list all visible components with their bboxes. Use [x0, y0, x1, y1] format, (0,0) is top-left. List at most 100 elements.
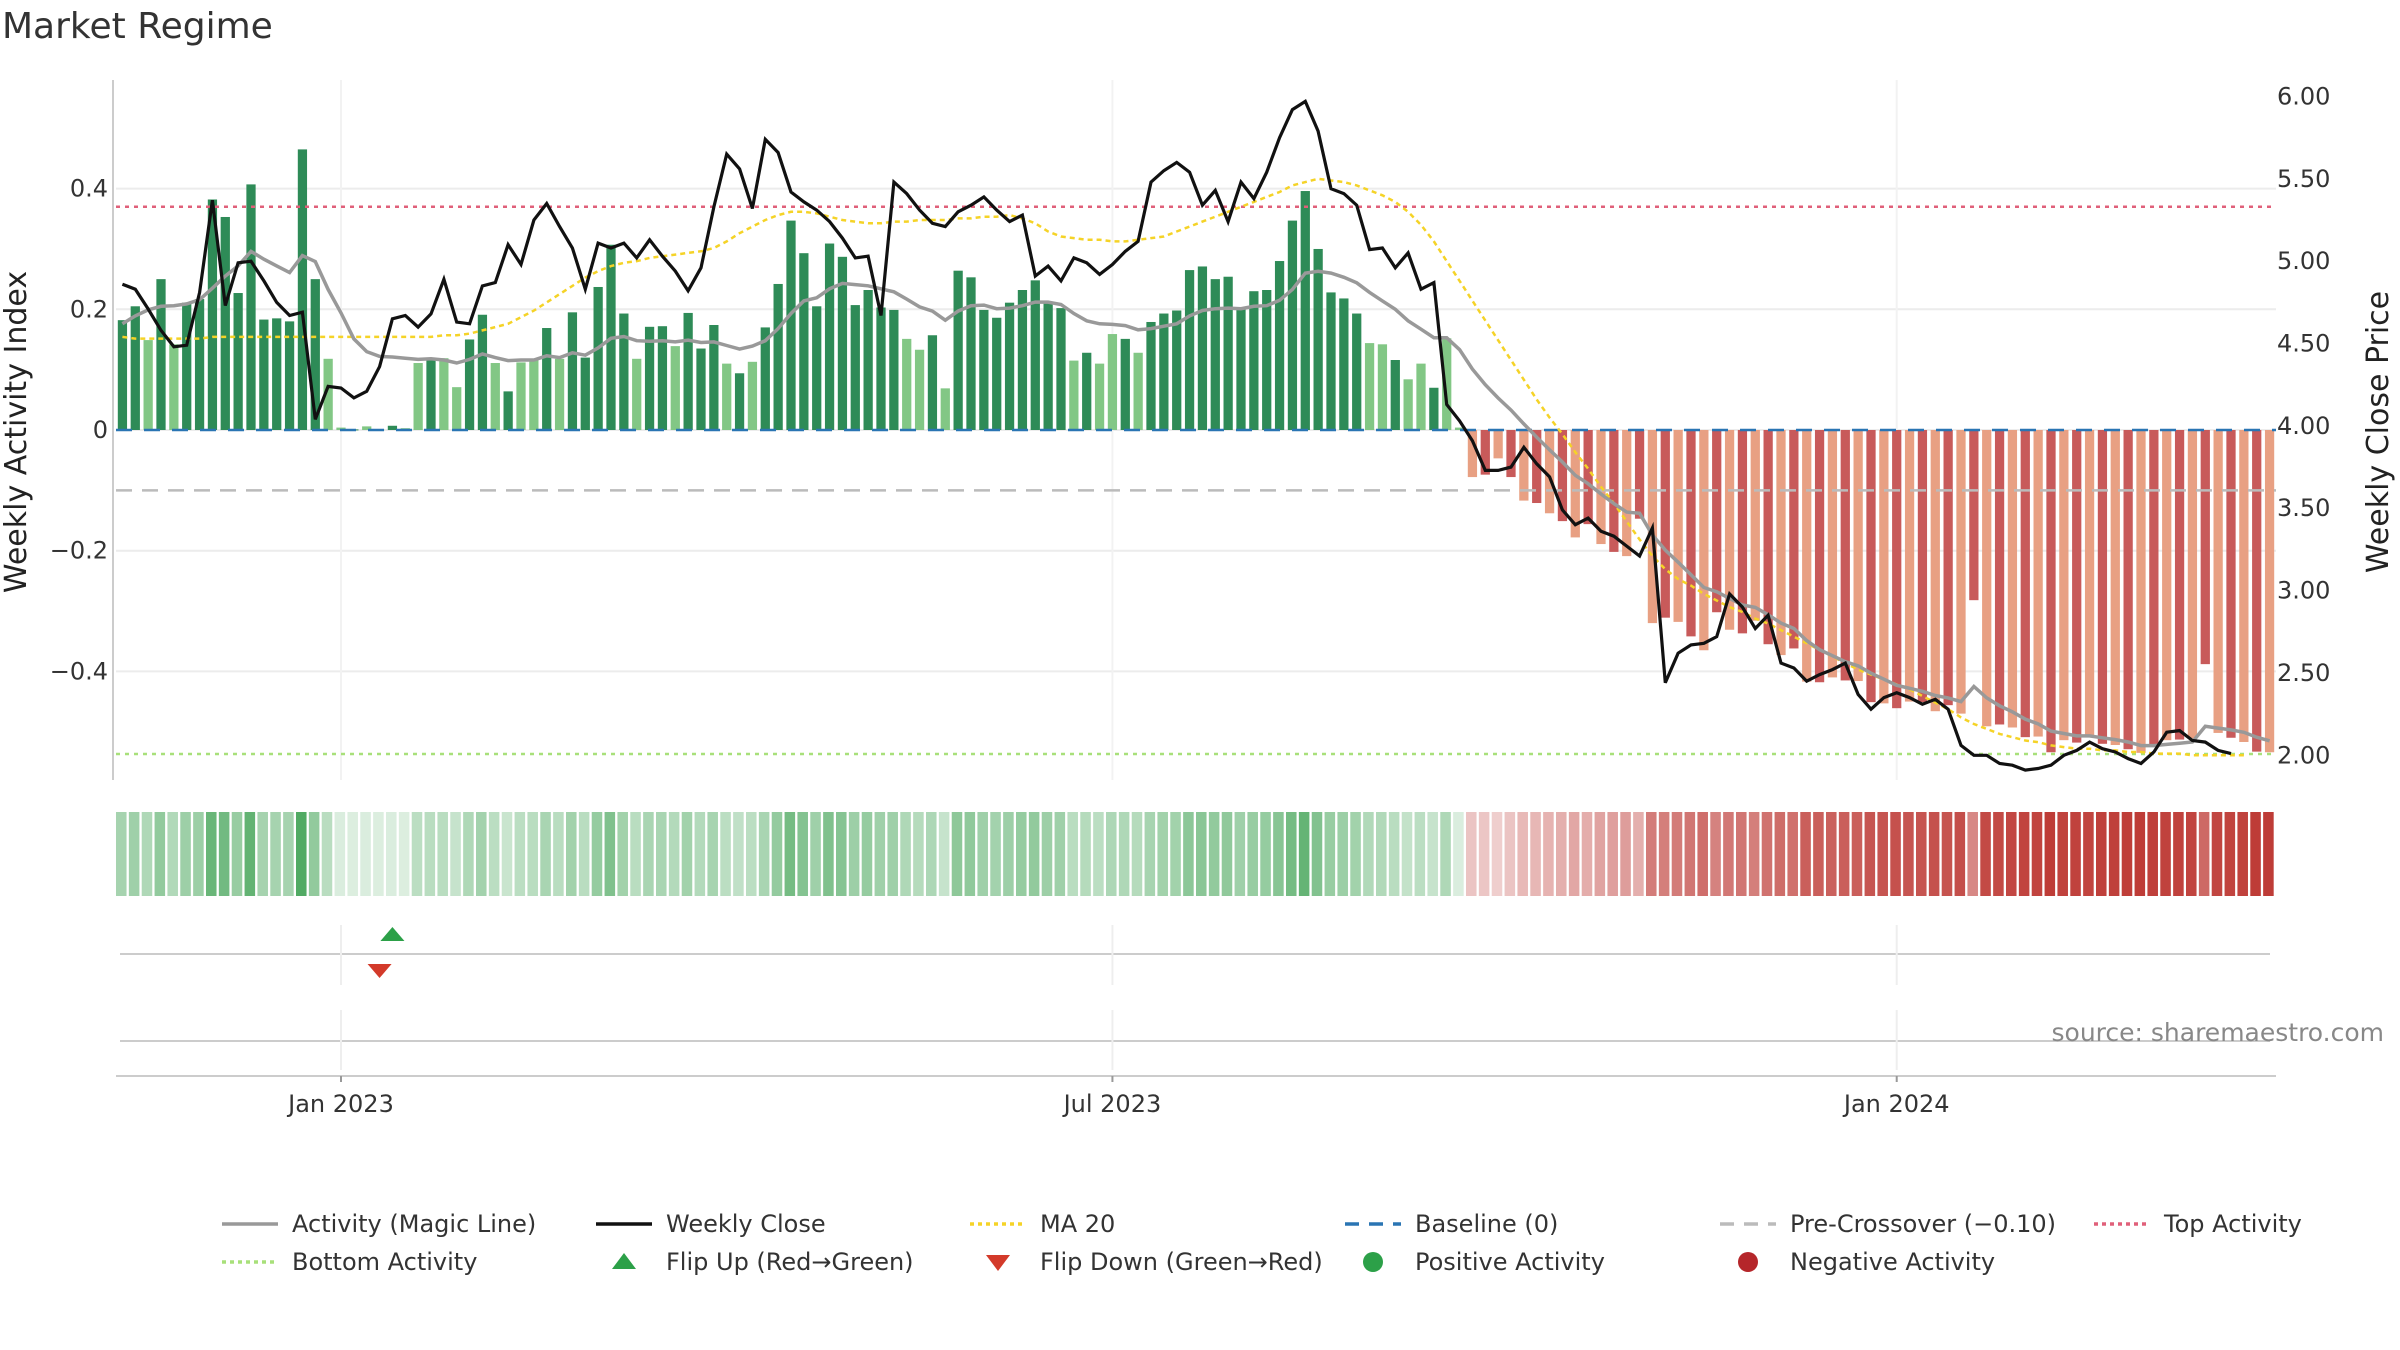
legend-item: Positive Activity [1363, 1248, 1605, 1276]
regime-cell [1697, 812, 1708, 896]
activity-bar [1622, 430, 1632, 557]
activity-bar [837, 256, 848, 430]
activity-bar [233, 293, 243, 430]
regime-cell [926, 812, 937, 896]
activity-bar [953, 270, 963, 430]
legend-label: Pre-Crossover (−0.10) [1790, 1210, 2056, 1238]
y-left-tick-label: −0.2 [50, 537, 108, 565]
regime-cell [180, 812, 191, 896]
activity-bar [1994, 430, 2005, 725]
regime-cell [1453, 812, 1464, 896]
regime-cell [1003, 812, 1014, 896]
series-lines [121, 99, 2271, 772]
y-right-tick-label: 5.00 [2277, 247, 2330, 275]
regime-cell [270, 812, 281, 896]
activity-bar [940, 388, 950, 430]
legend-item: Pre-Crossover (−0.10) [1720, 1210, 2056, 1238]
regime-cell [321, 812, 333, 896]
activity-bar [1094, 363, 1105, 430]
regime-cell [2057, 812, 2068, 896]
regime-cell [1028, 812, 1040, 896]
regime-cell [463, 812, 474, 896]
activity-bar [2149, 430, 2159, 747]
regime-cell [2134, 812, 2146, 896]
activity-bar [644, 326, 655, 430]
activity-bar [297, 149, 308, 430]
activity-bar [1082, 352, 1092, 430]
activity-bar [1429, 387, 1439, 430]
regime-cell [861, 812, 873, 896]
activity-bar [1493, 430, 1503, 459]
regime-cell [1800, 812, 1811, 896]
activity-bar [812, 306, 822, 430]
activity-bar [387, 425, 398, 430]
regime-cell [128, 812, 140, 896]
regime-cell [2108, 812, 2120, 896]
regime-cell [1311, 812, 1323, 896]
regime-cell [1247, 812, 1258, 896]
activity-bar [632, 358, 642, 430]
regime-cell [1144, 812, 1156, 896]
activity-bars [117, 149, 2275, 753]
activity-bar [1750, 430, 1760, 621]
activity-bar [670, 346, 680, 430]
regime-cell [1363, 812, 1374, 896]
activity-bar [1004, 302, 1015, 430]
activity-bar [1043, 302, 1053, 430]
regime-cell [1324, 812, 1336, 896]
regime-cell [450, 812, 461, 896]
activity-bar [979, 309, 989, 430]
x-tick-label: Jan 2023 [286, 1090, 394, 1118]
regime-cell [206, 812, 217, 896]
regime-cell [1916, 812, 1927, 896]
activity-bar [927, 335, 938, 430]
activity-bar [1583, 430, 1593, 525]
activity-bar [2187, 430, 2198, 739]
regime-cell [566, 812, 577, 896]
activity-bar [2252, 430, 2262, 752]
activity-bar [1686, 430, 1696, 637]
regime-cell [900, 812, 911, 896]
activity-bar [2072, 430, 2082, 743]
regime-cell [527, 812, 538, 896]
activity-bar [722, 363, 732, 430]
activity-bar [529, 360, 539, 430]
regime-cell [411, 812, 423, 896]
y-right-tick-label: 4.50 [2277, 330, 2330, 358]
activity-bar [1506, 430, 1516, 478]
activity-bar [1107, 334, 1118, 430]
legend-swatch [612, 1253, 636, 1269]
activity-bar [619, 313, 629, 430]
activity-bar [1519, 430, 1529, 501]
regime-cell [2198, 812, 2210, 896]
regime-cell [334, 812, 346, 896]
regime-cell [758, 812, 770, 896]
activity-bar [1802, 430, 1812, 682]
activity-bar [1557, 430, 1568, 522]
activity-bar [1223, 276, 1233, 430]
activity-bar [709, 325, 719, 430]
regime-cell [733, 812, 744, 896]
regime-cell [2083, 812, 2094, 896]
activity-bar [1879, 430, 1889, 704]
regime-cell [360, 812, 371, 896]
activity-bar [2007, 430, 2018, 728]
activity-bar [1956, 430, 1966, 714]
regime-cell [1440, 812, 1451, 896]
regime-cell [977, 812, 988, 896]
x-tick-label: Jan 2024 [1842, 1090, 1950, 1118]
regime-cell [1286, 812, 1297, 896]
y-right-tick-label: 2.00 [2277, 741, 2330, 769]
regime-cell [1337, 812, 1348, 896]
y-axis-left-label: Weekly Activity Index [0, 271, 34, 593]
activity-bar [1326, 292, 1336, 430]
regime-cell [720, 812, 731, 896]
activity-bar [1172, 310, 1182, 430]
activity-bar [259, 319, 269, 430]
regime-cell [308, 812, 320, 896]
regime-cell [2096, 812, 2107, 896]
regime-cell [2044, 812, 2056, 896]
regime-cell [424, 812, 436, 896]
